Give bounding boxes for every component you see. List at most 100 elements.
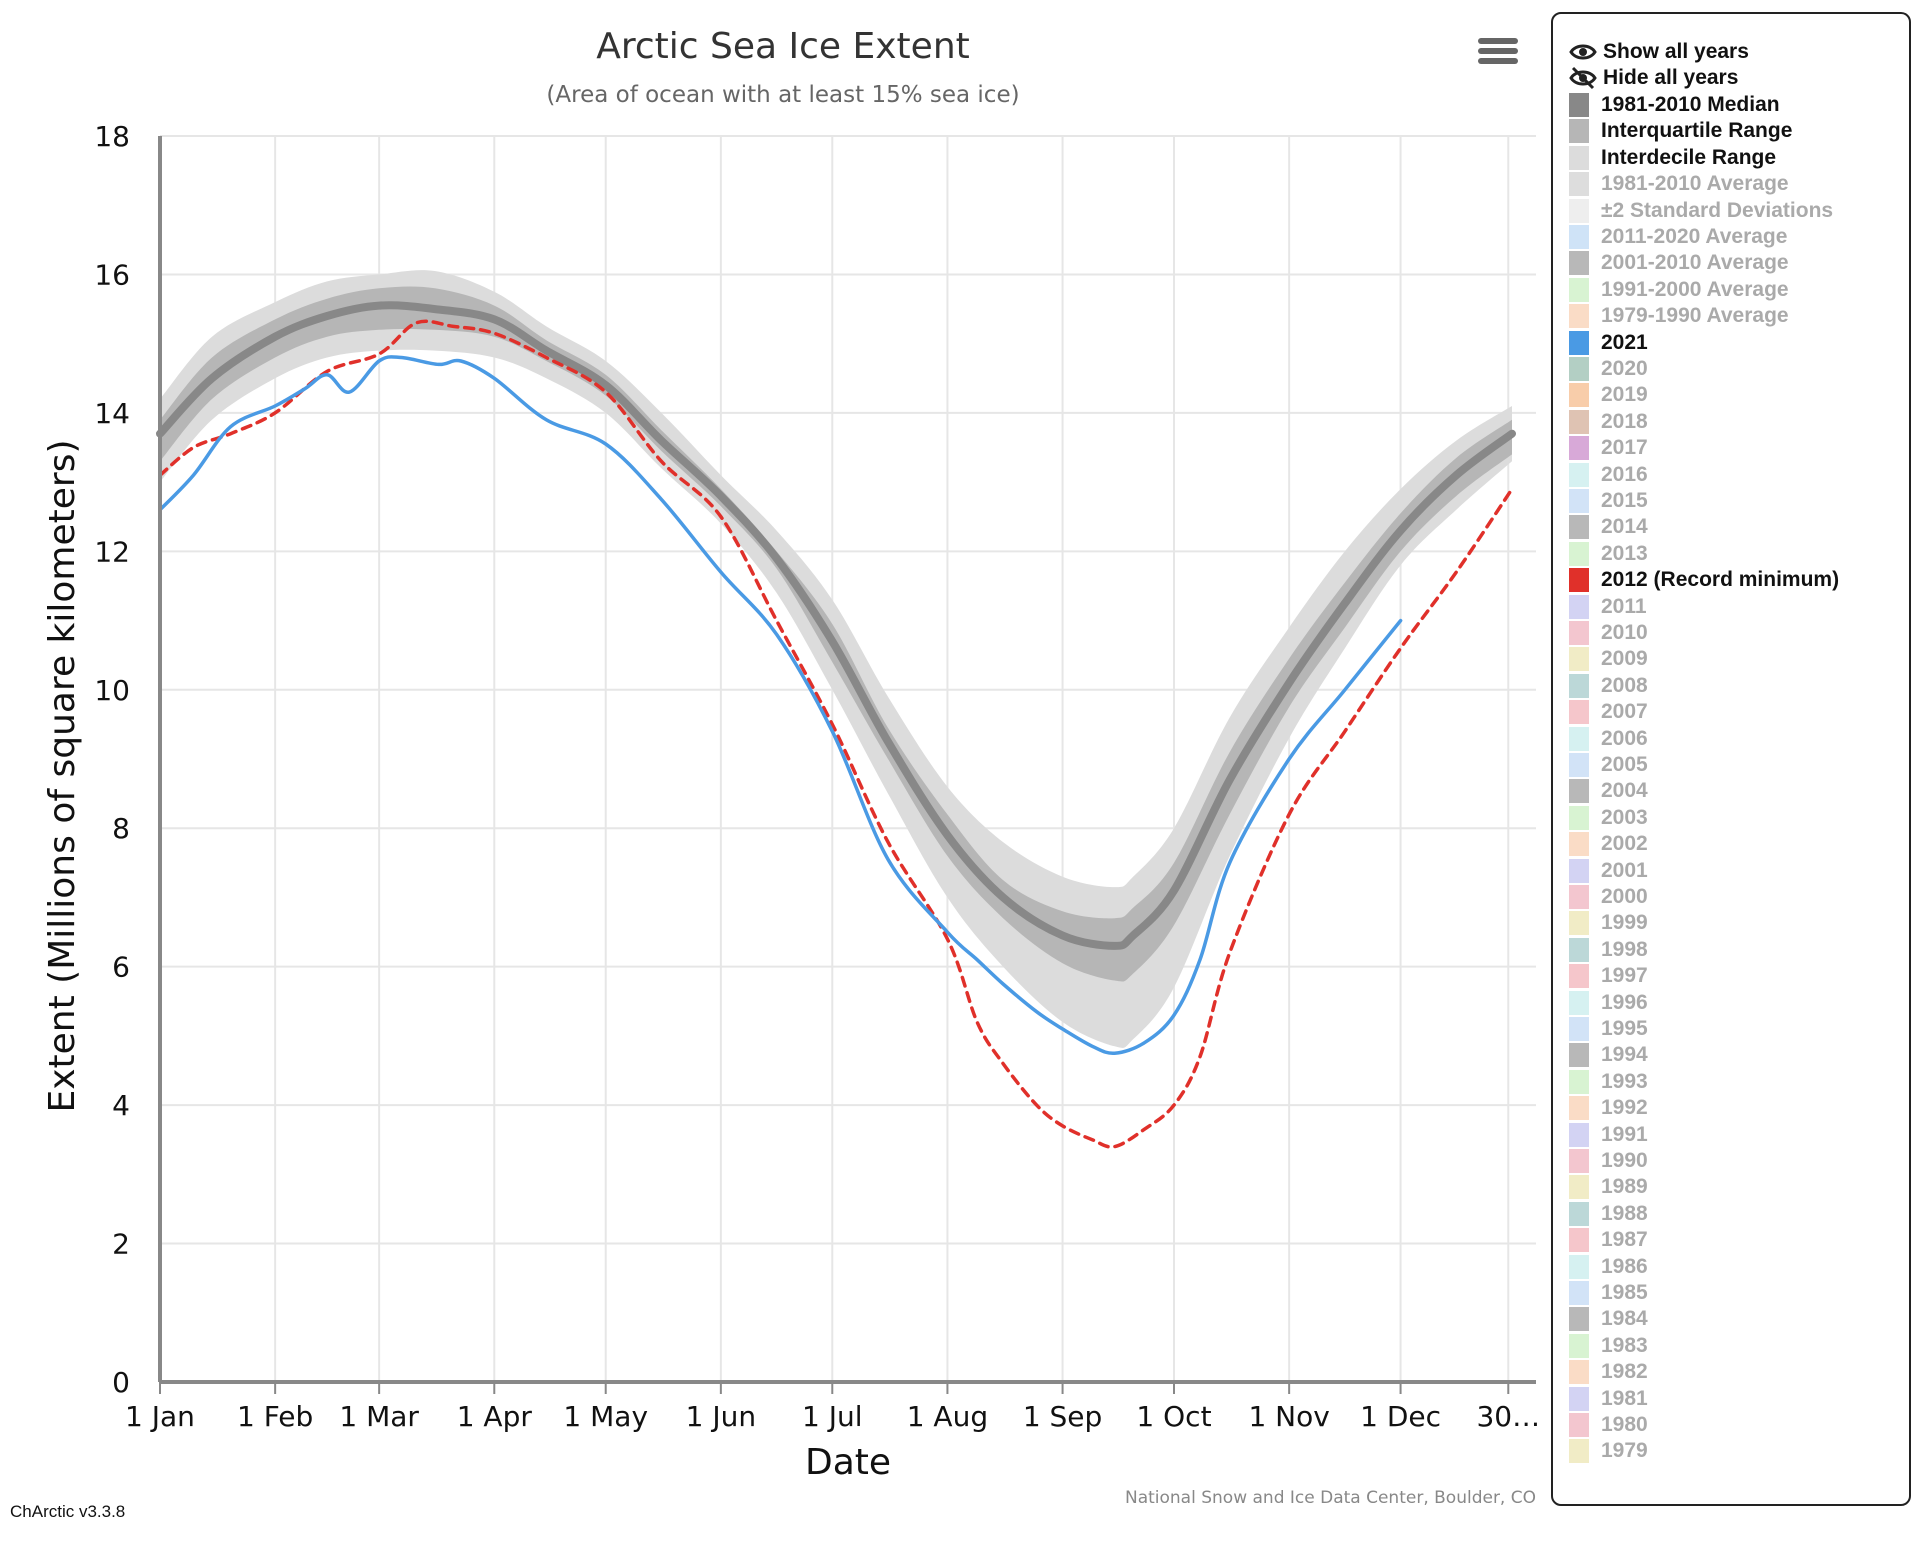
legend-item-interquartile-range[interactable]: Interquartile Range — [1569, 118, 1792, 144]
x-tick-label: 1 Dec — [1360, 1400, 1441, 1433]
legend-swatch — [1569, 198, 1589, 223]
legend-swatch — [1569, 1386, 1589, 1411]
series-line-2012-record-minimum[interactable] — [158, 319, 1514, 1149]
legend-item-1980[interactable]: 1980 — [1569, 1412, 1648, 1438]
legend-item-2011[interactable]: 2011 — [1569, 594, 1647, 620]
y-tick-label: 16 — [94, 258, 130, 291]
legend-item-1998[interactable]: 1998 — [1569, 937, 1648, 963]
legend-item-1983[interactable]: 1983 — [1569, 1333, 1648, 1359]
series-line-2021[interactable] — [158, 355, 1403, 1055]
legend-item-1989[interactable]: 1989 — [1569, 1174, 1648, 1200]
legend-swatch — [1569, 594, 1589, 619]
eye-icon — [1569, 44, 1597, 60]
series-lines[interactable] — [156, 301, 1516, 1149]
legend-item-2001[interactable]: 2001 — [1569, 858, 1648, 884]
legend-item-1982[interactable]: 1982 — [1569, 1359, 1648, 1385]
legend-label: 2009 — [1601, 647, 1648, 671]
legend-swatch — [1569, 1360, 1589, 1385]
legend-item-1993[interactable]: 1993 — [1569, 1069, 1648, 1095]
legend-swatch — [1569, 568, 1589, 593]
legend-label: 1983 — [1601, 1333, 1648, 1357]
legend-item-1981-2010-median[interactable]: 1981-2010 Median — [1569, 92, 1780, 118]
legend-item-2018[interactable]: 2018 — [1569, 409, 1648, 435]
legend-swatch — [1569, 436, 1589, 461]
legend-item-1979-1990-average[interactable]: 1979-1990 Average — [1569, 303, 1789, 329]
y-tick-label: 14 — [94, 397, 130, 430]
chart-title: Arctic Sea Ice Extent — [596, 26, 970, 67]
legend-swatch — [1569, 251, 1589, 276]
legend-item-1981[interactable]: 1981 — [1569, 1386, 1648, 1412]
x-tick-label: 30… — [1476, 1400, 1540, 1433]
legend-item-1986[interactable]: 1986 — [1569, 1254, 1648, 1280]
legend-item-2006[interactable]: 2006 — [1569, 726, 1648, 752]
x-tick-label: 1 May — [563, 1400, 648, 1433]
legend-item-1991-2000-average[interactable]: 1991-2000 Average — [1569, 277, 1789, 303]
legend-item--2-standard-deviations[interactable]: ±2 Standard Deviations — [1569, 198, 1833, 224]
legend-item-2012-record-minimum[interactable]: 2012 (Record minimum) — [1569, 567, 1839, 593]
legend-swatch — [1569, 93, 1589, 117]
legend-label: 1979 — [1601, 1439, 1648, 1463]
legend-item-1984[interactable]: 1984 — [1569, 1306, 1648, 1332]
legend-item-interdecile-range[interactable]: Interdecile Range — [1569, 145, 1776, 171]
legend-label: Interdecile Range — [1601, 145, 1777, 169]
legend-item-2002[interactable]: 2002 — [1569, 831, 1648, 857]
show-all-years-button[interactable]: Show all years — [1569, 39, 1749, 65]
hide-all-years-label: Hide all years — [1603, 66, 1739, 89]
legend-item-1996[interactable]: 1996 — [1569, 990, 1648, 1016]
legend-item-2014[interactable]: 2014 — [1569, 514, 1648, 540]
legend-item-2007[interactable]: 2007 — [1569, 699, 1648, 725]
legend-item-2001-2010-average[interactable]: 2001-2010 Average — [1569, 250, 1789, 276]
legend-label: 2016 — [1601, 462, 1648, 486]
hamburger-menu-icon[interactable] — [1478, 38, 1518, 72]
legend-label: 2008 — [1601, 673, 1648, 697]
legend-item-2005[interactable]: 2005 — [1569, 752, 1648, 778]
legend-swatch — [1569, 621, 1589, 645]
legend-item-1990[interactable]: 1990 — [1569, 1148, 1648, 1174]
legend-swatch — [1569, 145, 1589, 170]
x-tick-label: 1 Mar — [339, 1400, 419, 1433]
sea-ice-chart: Arctic Sea Ice Extent (Area of ocean wit… — [42, 26, 1540, 1508]
legend-item-2019[interactable]: 2019 — [1569, 382, 1648, 408]
series-line-1981-2010-median[interactable] — [156, 301, 1516, 950]
legend-item-2009[interactable]: 2009 — [1569, 646, 1648, 672]
legend-item-2020[interactable]: 2020 — [1569, 356, 1648, 382]
legend-item-2003[interactable]: 2003 — [1569, 805, 1648, 831]
legend-swatch — [1569, 462, 1589, 487]
interquartile-range-band — [160, 286, 1512, 982]
legend-item-1999[interactable]: 1999 — [1569, 910, 1648, 936]
legend-item-1992[interactable]: 1992 — [1569, 1095, 1648, 1121]
legend-label: 1998 — [1601, 937, 1648, 961]
legend-item-1987[interactable]: 1987 — [1569, 1227, 1648, 1253]
legend-item-2013[interactable]: 2013 — [1569, 541, 1648, 567]
y-tick-label: 10 — [94, 674, 130, 707]
legend-label: 2007 — [1601, 700, 1648, 724]
legend-swatch — [1569, 937, 1589, 962]
legend-item-2000[interactable]: 2000 — [1569, 884, 1648, 910]
legend-item-2004[interactable]: 2004 — [1569, 778, 1648, 804]
legend-swatch — [1569, 779, 1589, 804]
legend-swatch — [1569, 515, 1589, 540]
legend-item-2017[interactable]: 2017 — [1569, 435, 1648, 461]
legend-item-1994[interactable]: 1994 — [1569, 1042, 1648, 1068]
legend-item-2011-2020-average[interactable]: 2011-2020 Average — [1569, 224, 1787, 250]
legend-item-2008[interactable]: 2008 — [1569, 673, 1648, 699]
legend-item-2016[interactable]: 2016 — [1569, 462, 1648, 488]
legend-item-1997[interactable]: 1997 — [1569, 963, 1648, 989]
legend-item-2010[interactable]: 2010 — [1569, 620, 1648, 646]
hide-all-years-button[interactable]: Hide all years — [1569, 65, 1738, 91]
legend-swatch — [1569, 1439, 1589, 1464]
legend-item-2015[interactable]: 2015 — [1569, 488, 1648, 514]
legend-swatch — [1569, 541, 1589, 566]
legend-item-1985[interactable]: 1985 — [1569, 1280, 1648, 1306]
legend-item-1995[interactable]: 1995 — [1569, 1016, 1648, 1042]
legend-swatch — [1569, 357, 1589, 381]
legend-item-1979[interactable]: 1979 — [1569, 1438, 1648, 1464]
legend-item-1988[interactable]: 1988 — [1569, 1201, 1648, 1227]
credit-text[interactable]: National Snow and Ice Data Center, Bould… — [1125, 1488, 1536, 1508]
y-tick-label: 2 — [112, 1228, 130, 1261]
legend-item-2021[interactable]: 2021 — [1569, 330, 1648, 356]
y-tick-label: 18 — [94, 120, 130, 153]
legend-item-1991[interactable]: 1991 — [1569, 1122, 1648, 1148]
legend-label: 1979-1990 Average — [1601, 304, 1789, 328]
legend-item-1981-2010-average[interactable]: 1981-2010 Average — [1569, 171, 1789, 197]
